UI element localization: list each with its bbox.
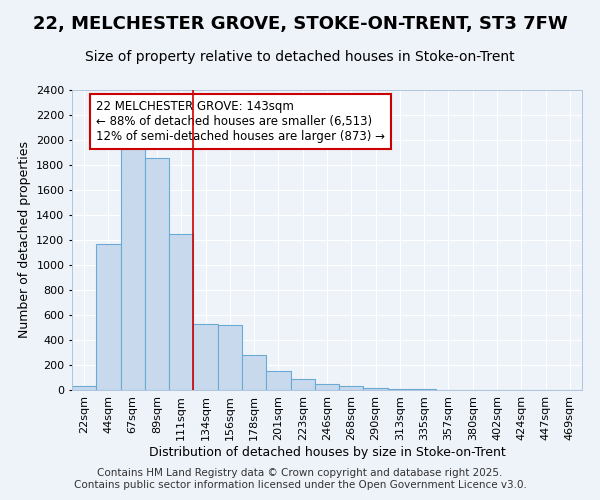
Bar	[290, 379, 315, 390]
X-axis label: Distribution of detached houses by size in Stoke-on-Trent: Distribution of detached houses by size …	[149, 446, 505, 458]
Bar	[218, 325, 242, 390]
Y-axis label: Number of detached properties: Number of detached properties	[17, 142, 31, 338]
Bar	[266, 371, 290, 390]
Bar	[339, 386, 364, 390]
Bar	[193, 324, 218, 390]
Bar	[169, 234, 193, 390]
Bar	[145, 158, 169, 390]
Bar	[96, 244, 121, 390]
Text: 22 MELCHESTER GROVE: 143sqm
← 88% of detached houses are smaller (6,513)
12% of : 22 MELCHESTER GROVE: 143sqm ← 88% of det…	[96, 100, 385, 143]
Bar	[315, 384, 339, 390]
Text: 22, MELCHESTER GROVE, STOKE-ON-TRENT, ST3 7FW: 22, MELCHESTER GROVE, STOKE-ON-TRENT, ST…	[32, 15, 568, 33]
Bar	[72, 386, 96, 390]
Bar	[364, 388, 388, 390]
Bar	[121, 144, 145, 390]
Bar	[242, 355, 266, 390]
Text: Contains HM Land Registry data © Crown copyright and database right 2025.
Contai: Contains HM Land Registry data © Crown c…	[74, 468, 526, 490]
Text: Size of property relative to detached houses in Stoke-on-Trent: Size of property relative to detached ho…	[85, 50, 515, 64]
